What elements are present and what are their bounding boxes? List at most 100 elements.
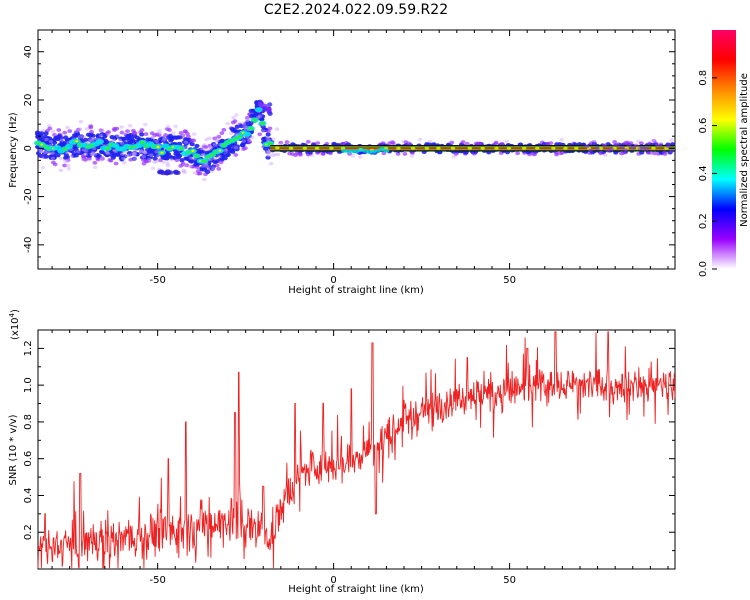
spectral-cell	[197, 171, 203, 176]
colorbar-tick-label: 0.4	[698, 165, 709, 181]
snr-xtick-label: -50	[149, 575, 165, 586]
spectral-cell	[182, 170, 187, 175]
spectral-cell	[46, 150, 52, 154]
spectral-cell	[147, 157, 152, 162]
spectral-cell	[200, 149, 206, 155]
spectral-cell	[329, 146, 334, 150]
spectral-cell	[460, 140, 466, 144]
colorbar-tick-label: 0.8	[698, 70, 709, 86]
spectral-cell	[267, 111, 273, 117]
spectral-cell	[105, 151, 111, 156]
spectral-cell	[345, 149, 352, 154]
spectral-cell	[219, 131, 225, 136]
spectral-cell	[225, 152, 231, 157]
spectral-cell	[120, 141, 125, 145]
spectral-cell	[95, 157, 101, 162]
spectral-cell	[38, 149, 44, 153]
spectral-cell	[89, 152, 95, 157]
spectral-cell	[449, 140, 455, 145]
spectral-cell	[191, 149, 195, 152]
spectral-cell	[122, 154, 128, 159]
spectral-cell	[138, 149, 144, 153]
spectrogram-xtick-label: -50	[149, 275, 165, 286]
spectral-cell	[160, 151, 164, 154]
spectral-cell	[242, 124, 247, 128]
spectral-cell	[201, 152, 206, 157]
spectral-cell	[122, 160, 127, 165]
spectral-cell	[207, 143, 213, 148]
spectral-cell	[504, 139, 509, 144]
spectral-cell	[189, 158, 195, 163]
spectral-cell	[207, 147, 212, 151]
spectral-cell	[215, 139, 220, 143]
spectrogram-ytick-label: -40	[23, 237, 34, 253]
spectral-cell	[243, 131, 252, 137]
spectral-cell	[150, 135, 155, 139]
spectral-cell	[221, 143, 227, 147]
spectral-cell	[257, 101, 264, 106]
spectral-cell	[217, 155, 222, 159]
spectral-cell	[211, 166, 216, 170]
spectral-cell	[100, 128, 105, 133]
spectral-cell	[409, 154, 415, 158]
spectral-cell	[169, 158, 174, 162]
spectral-cell	[156, 154, 161, 158]
spectral-cell	[154, 132, 160, 137]
spectral-cell	[93, 165, 98, 170]
spectral-cell	[273, 152, 278, 157]
spectral-cell	[621, 150, 626, 155]
spectral-cell	[216, 134, 222, 139]
spectral-cell	[89, 139, 95, 143]
spectral-cell	[154, 139, 159, 144]
snr-ytick-label: 0.6	[23, 451, 34, 467]
spectral-cell	[149, 153, 154, 157]
spectral-cell	[231, 115, 236, 120]
spectral-cell	[184, 146, 189, 150]
spectral-cell	[436, 146, 441, 150]
spectral-cell	[106, 133, 111, 137]
spectral-cell	[87, 156, 92, 161]
spectral-cell	[218, 160, 224, 165]
colorbar-ticks: 0.0 0.2 0.4 0.6 0.8	[698, 70, 717, 277]
spectral-cell	[598, 150, 604, 155]
spectral-cell	[58, 168, 64, 173]
spectral-cell	[244, 118, 250, 123]
snr-scale-factor: (x104)	[8, 309, 21, 340]
spectral-cell	[202, 143, 207, 147]
spectrogram-panel: -40 -20 0 20 40 -50 0 50 Height of straight lin…	[8, 29, 676, 296]
spectral-cell	[250, 135, 255, 140]
spectral-cell	[266, 150, 272, 155]
spectral-cell	[551, 146, 556, 150]
spectral-cell	[451, 155, 456, 159]
snr-scale-close: )	[10, 309, 21, 313]
spectral-cell	[234, 113, 239, 117]
spectral-cell	[247, 138, 252, 142]
spectral-cell	[350, 154, 356, 158]
spectral-cell	[402, 152, 408, 156]
spectral-cell	[216, 166, 222, 171]
spectral-cell	[274, 127, 280, 131]
spectral-cell	[40, 128, 46, 133]
spectral-cell	[90, 151, 96, 155]
spectral-cell	[82, 137, 89, 142]
spectral-cell	[58, 156, 64, 161]
spectral-cell	[390, 141, 396, 146]
spectral-cell	[132, 152, 138, 156]
spectral-cell	[67, 129, 73, 134]
spectral-cell	[233, 153, 239, 157]
spectral-cell	[244, 116, 250, 120]
spectral-cell	[232, 119, 238, 124]
spectral-cell	[633, 143, 639, 148]
spectral-cell	[241, 121, 247, 125]
spectral-cell	[261, 129, 266, 133]
spectral-cell	[515, 151, 520, 156]
spectral-cell	[115, 134, 121, 138]
spectral-cell	[203, 145, 209, 149]
spectral-cell	[50, 156, 56, 161]
spectral-cell	[132, 131, 138, 136]
spectral-cell	[178, 146, 184, 150]
spectral-cell	[275, 146, 280, 150]
spectral-cell	[150, 166, 156, 171]
spectrogram-ytick-label: 40	[23, 45, 34, 58]
spectral-cell	[186, 134, 191, 139]
